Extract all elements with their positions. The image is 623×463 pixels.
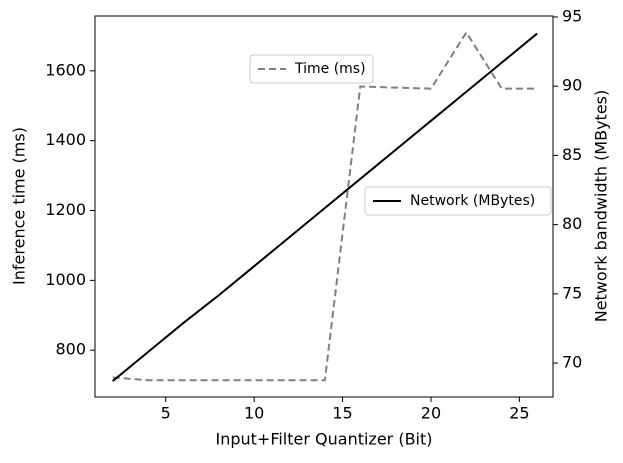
- y-tick-label: 1000: [45, 270, 86, 289]
- legend-label: Network (MBytes): [410, 193, 535, 209]
- x-axis-label: Input+Filter Quantizer (Bit): [215, 430, 432, 449]
- plot-frame: [94, 15, 554, 398]
- x-tick-label: 25: [509, 404, 529, 423]
- x-tick-label: 5: [161, 404, 171, 423]
- y2-tick-label: 70: [562, 353, 582, 372]
- y-tick-label: 1600: [45, 60, 86, 79]
- legend: Time (ms): [249, 54, 374, 84]
- y-tick-label: 1400: [45, 130, 86, 149]
- y2-tick-label: 85: [562, 145, 582, 164]
- y2-tick-label: 75: [562, 283, 582, 302]
- y2-tick-label: 95: [562, 6, 582, 25]
- legend: Network (MBytes): [364, 186, 552, 216]
- y-axis-label: Inference time (ms): [10, 127, 29, 285]
- series-line: [112, 30, 538, 382]
- series-line: [112, 32, 538, 382]
- y2-tick-label: 80: [562, 214, 582, 233]
- legend-box: [364, 186, 552, 216]
- x-tick-label: 20: [421, 404, 441, 423]
- y-tick-label: 800: [55, 340, 86, 359]
- x-tick-label: 15: [332, 404, 352, 423]
- y2-axis-label: Network bandwidth (MBytes): [592, 90, 611, 323]
- y-tick-label: 1200: [45, 200, 86, 219]
- legend-label: Time (ms): [294, 61, 366, 77]
- legend-box: [249, 54, 374, 84]
- x-tick-label: 10: [244, 404, 264, 423]
- y2-tick-label: 90: [562, 76, 582, 95]
